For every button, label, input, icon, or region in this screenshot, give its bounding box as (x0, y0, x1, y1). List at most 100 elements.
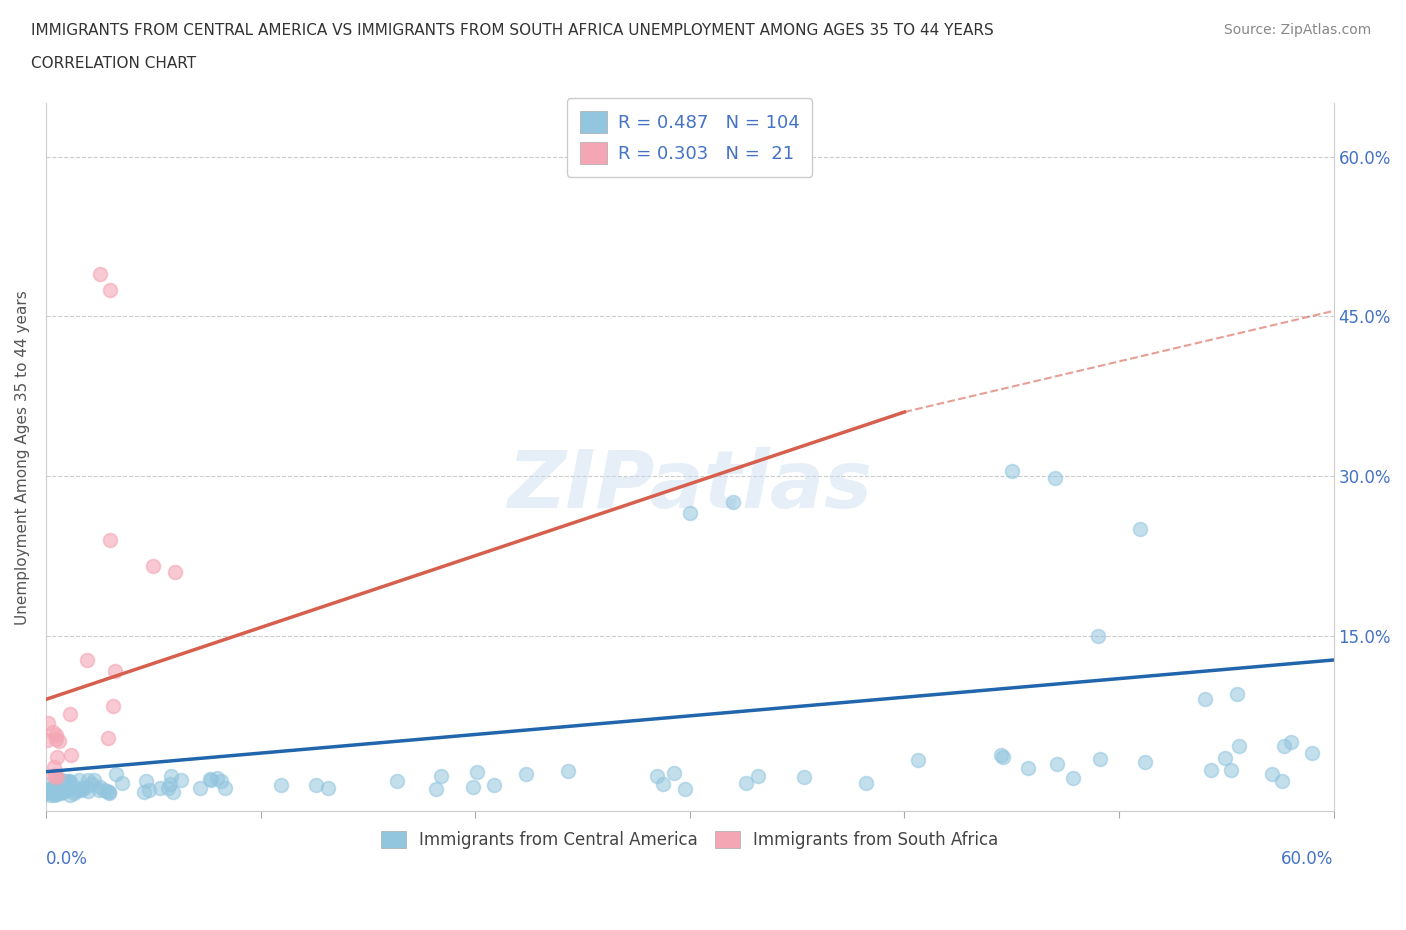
Point (44, 767, 66, 782)
Point (56, 774, 79, 789)
Point (1301, 745, 1323, 760)
Legend: Immigrants from Central America, Immigrants from South Africa: Immigrants from Central America, Immigra… (374, 824, 1005, 856)
Point (735, 776, 758, 790)
Point (48, 734, 70, 749)
Point (49, 775, 72, 790)
Point (67, 772, 90, 787)
Point (645, 769, 668, 784)
Text: 60.0%: 60.0% (1281, 850, 1334, 868)
Point (1279, 735, 1302, 750)
Point (1043, 471, 1066, 485)
Text: Source: ZipAtlas.com: Source: ZipAtlas.com (1223, 23, 1371, 37)
Point (1129, 522, 1152, 537)
Point (76, 779, 98, 794)
Point (59, 707, 82, 722)
Point (149, 780, 172, 795)
Point (45, 770, 67, 785)
Point (111, 776, 134, 790)
Point (652, 777, 675, 791)
Point (907, 752, 929, 767)
Point (855, 776, 877, 790)
Point (97, 784, 120, 799)
Point (673, 782, 696, 797)
Point (425, 782, 447, 797)
Point (55, 783, 77, 798)
Point (990, 748, 1012, 763)
Point (1199, 763, 1222, 777)
Point (156, 781, 179, 796)
Point (42, 724, 65, 739)
Text: IMMIGRANTS FROM CENTRAL AMERICA VS IMMIGRANTS FROM SOUTH AFRICA UNEMPLOYMENT AMO: IMMIGRANTS FROM CENTRAL AMERICA VS IMMIG… (31, 23, 994, 38)
Point (679, 506, 702, 521)
Point (1213, 751, 1236, 765)
Point (1220, 763, 1243, 777)
Point (430, 769, 453, 784)
Point (45, 750, 67, 764)
Point (461, 779, 484, 794)
Point (991, 750, 1014, 764)
Point (35, 778, 58, 793)
Point (1046, 757, 1069, 772)
Point (70, 782, 93, 797)
Point (51, 785, 73, 800)
Point (53, 774, 76, 789)
Point (83, 772, 105, 787)
Point (52, 785, 75, 800)
Point (163, 565, 186, 579)
Point (135, 774, 157, 789)
Point (44, 785, 66, 800)
Point (37, 784, 59, 799)
Point (45, 787, 67, 802)
Point (465, 764, 488, 779)
Point (101, 698, 124, 713)
Point (55, 775, 77, 790)
Point (76, 653, 98, 668)
Point (159, 777, 181, 791)
Point (82, 777, 104, 791)
Point (1017, 761, 1039, 776)
Text: 0.0%: 0.0% (46, 850, 87, 868)
Point (385, 774, 408, 789)
Point (39, 788, 62, 803)
Point (49, 784, 72, 799)
Point (198, 771, 221, 786)
Point (721, 495, 744, 510)
Point (160, 768, 183, 783)
Point (557, 764, 579, 779)
Point (662, 765, 685, 780)
Point (69, 781, 91, 796)
Point (70, 782, 93, 797)
Point (1271, 773, 1294, 788)
Text: CORRELATION CHART: CORRELATION CHART (31, 56, 195, 71)
Point (62, 786, 84, 801)
Point (209, 773, 232, 788)
Point (1001, 463, 1024, 478)
Point (93, 782, 115, 797)
Point (98, 282, 121, 297)
Point (316, 781, 339, 796)
Point (37, 782, 59, 797)
Point (52, 777, 75, 792)
Point (138, 783, 160, 798)
Point (214, 780, 236, 795)
Point (1194, 692, 1216, 707)
Point (1087, 628, 1109, 643)
Point (77, 783, 100, 798)
Point (44, 760, 66, 775)
Point (1274, 738, 1296, 753)
Point (97, 730, 120, 745)
Point (188, 780, 211, 795)
Point (1229, 738, 1251, 753)
Point (49, 779, 72, 794)
Point (59, 774, 82, 789)
Point (45, 787, 67, 802)
Point (59, 747, 82, 762)
Point (89, 779, 111, 794)
Point (484, 777, 506, 792)
Point (42, 779, 65, 794)
Point (46, 774, 69, 789)
Point (1133, 754, 1156, 769)
Point (270, 777, 292, 792)
Point (96, 784, 118, 799)
Point (52, 775, 75, 790)
